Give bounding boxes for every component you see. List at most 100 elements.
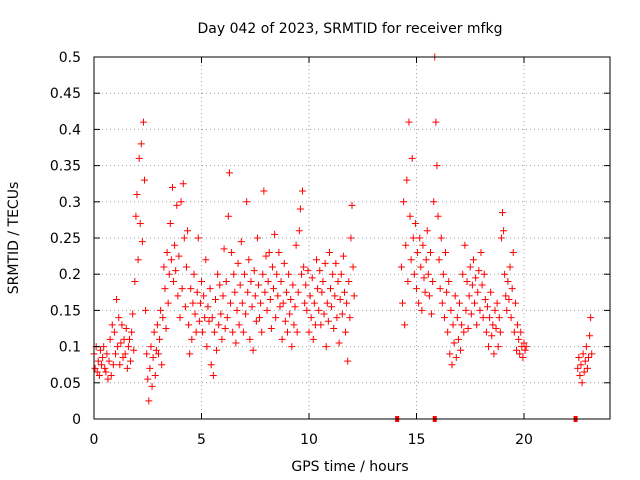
data-point xyxy=(314,285,322,293)
data-point xyxy=(168,183,176,191)
data-point xyxy=(195,317,203,325)
data-point xyxy=(209,372,217,380)
data-point xyxy=(407,256,415,264)
data-point xyxy=(481,296,489,304)
data-point xyxy=(153,321,161,329)
data-point xyxy=(305,328,313,336)
data-point xyxy=(260,187,268,195)
data-point xyxy=(586,332,594,340)
data-point xyxy=(296,205,304,213)
data-point xyxy=(279,299,287,307)
data-point xyxy=(468,281,476,289)
data-point xyxy=(189,299,197,307)
data-point xyxy=(113,296,121,304)
data-point xyxy=(138,238,146,246)
x-tick-label: 0 xyxy=(90,432,99,448)
data-point xyxy=(185,321,193,329)
data-point xyxy=(409,234,417,242)
data-point xyxy=(347,234,355,242)
data-point xyxy=(248,303,256,311)
data-point xyxy=(130,346,138,354)
data-point xyxy=(350,292,358,300)
data-point xyxy=(422,256,430,264)
data-point xyxy=(424,270,432,278)
data-point xyxy=(231,288,239,296)
y-tick-label: 0.35 xyxy=(50,159,81,175)
data-point xyxy=(205,317,213,325)
data-point xyxy=(223,314,231,322)
data-point xyxy=(506,263,514,271)
data-point xyxy=(258,328,266,336)
data-point xyxy=(426,248,434,256)
data-point xyxy=(308,274,316,282)
data-point xyxy=(207,361,215,369)
data-point xyxy=(136,220,144,228)
data-point xyxy=(100,343,108,351)
data-point xyxy=(102,368,110,376)
data-points xyxy=(90,53,596,405)
data-point xyxy=(151,372,159,380)
data-point xyxy=(574,364,582,372)
data-point xyxy=(98,361,106,369)
data-point xyxy=(332,259,340,267)
data-point xyxy=(105,357,113,365)
data-point xyxy=(453,314,461,322)
data-point xyxy=(443,288,451,296)
data-point xyxy=(309,335,317,343)
data-point xyxy=(271,230,279,238)
y-tick-label: 0.25 xyxy=(50,231,81,247)
data-point xyxy=(315,306,323,314)
data-point xyxy=(221,325,229,332)
data-point xyxy=(433,162,441,170)
data-point xyxy=(229,328,237,336)
data-point xyxy=(259,270,267,278)
data-point xyxy=(488,332,496,340)
data-point xyxy=(328,303,336,311)
data-point xyxy=(133,191,141,199)
data-point xyxy=(485,343,493,351)
data-point xyxy=(181,303,189,311)
data-point xyxy=(460,328,468,336)
data-point xyxy=(578,379,586,387)
data-point xyxy=(339,252,347,260)
data-point xyxy=(94,357,102,365)
data-point xyxy=(336,296,344,304)
y-axis-ticks: 0 0.05 0.1 0.15 0.2 0.25 0.3 0.35 0.4 0.45 0.5 xyxy=(50,50,610,428)
data-point xyxy=(462,306,470,314)
data-point xyxy=(146,364,154,372)
data-point xyxy=(225,169,233,177)
data-point xyxy=(246,335,254,343)
data-point xyxy=(474,288,482,296)
data-point xyxy=(516,350,524,358)
data-point xyxy=(254,281,262,289)
data-point xyxy=(585,353,592,361)
data-point xyxy=(144,375,152,383)
x-axis-label: GPS time / hours xyxy=(291,459,408,475)
data-point xyxy=(397,263,405,271)
data-point xyxy=(119,353,127,361)
data-point xyxy=(587,314,595,322)
data-point xyxy=(272,314,280,322)
data-point xyxy=(220,245,228,253)
data-point xyxy=(206,285,214,293)
data-point xyxy=(110,328,118,336)
data-point xyxy=(182,263,190,271)
data-point xyxy=(219,292,227,300)
data-point xyxy=(344,357,352,365)
data-point xyxy=(320,310,328,318)
data-point xyxy=(93,368,101,376)
y-tick-label: 0.2 xyxy=(59,267,81,283)
data-point xyxy=(187,285,195,293)
data-point xyxy=(487,288,495,296)
data-point xyxy=(234,259,242,267)
data-point xyxy=(224,212,232,220)
data-point xyxy=(123,364,131,372)
data-point xyxy=(479,314,487,322)
data-point xyxy=(337,270,345,278)
data-point xyxy=(482,328,490,336)
data-point xyxy=(452,353,460,361)
data-point xyxy=(172,267,180,275)
data-point xyxy=(418,306,426,314)
data-point xyxy=(349,263,357,271)
data-point xyxy=(106,335,114,343)
